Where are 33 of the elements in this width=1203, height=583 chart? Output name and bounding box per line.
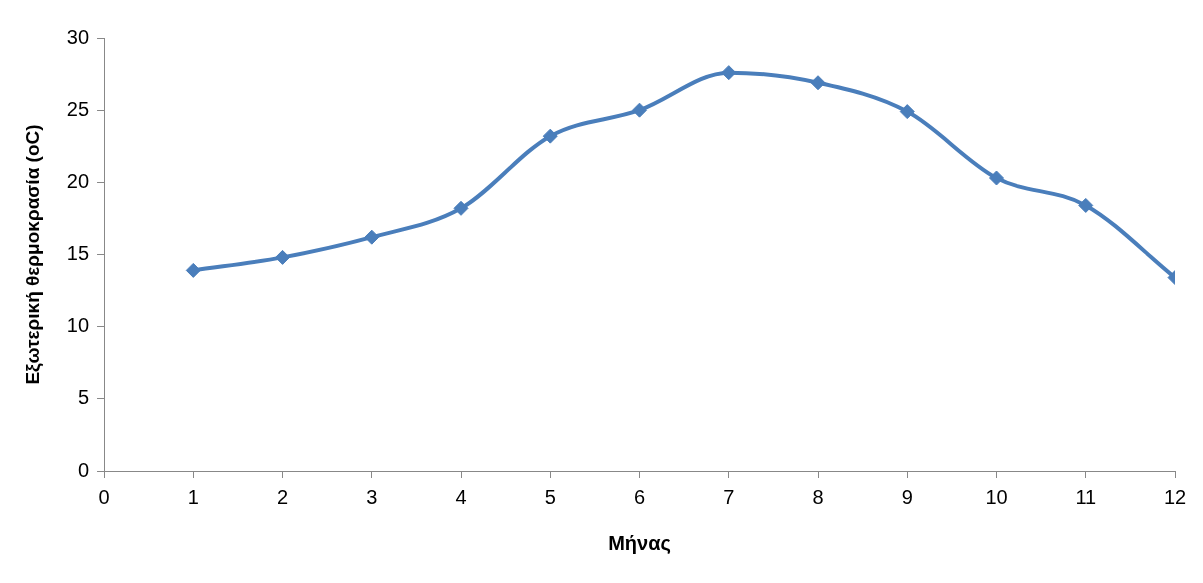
x-tick-label: 4: [455, 485, 467, 508]
y-tick-label: 0: [77, 458, 90, 481]
x-tick-label: 9: [901, 485, 913, 508]
x-tick-label: 11: [1075, 485, 1097, 508]
point: [453, 200, 469, 216]
y-tick-label: 15: [66, 242, 90, 265]
x-tick-label: 1: [187, 485, 199, 508]
y-tick-label: 10: [66, 314, 90, 337]
y-tick-label: 20: [66, 169, 90, 192]
point: [721, 65, 737, 81]
point: [275, 249, 291, 265]
x-tick-label: 8: [812, 485, 824, 508]
point: [989, 170, 1005, 186]
point: [810, 75, 826, 91]
point: [542, 128, 558, 144]
point: [1078, 197, 1094, 213]
x-tick-label: 10: [985, 485, 1008, 508]
x-tick-label: 0: [98, 485, 110, 508]
y-axis-title: Εξωτερική θερμοκρασία (oC): [21, 124, 44, 385]
x-tick-label: 12: [1163, 485, 1187, 508]
x-axis-title: Μήνας: [608, 531, 671, 554]
point: [899, 104, 915, 120]
y-tick-label: 30: [66, 25, 90, 48]
x-tick-label: 6: [633, 485, 646, 508]
y-tick-label: 25: [66, 97, 90, 120]
x-tick-label: 7: [723, 485, 735, 508]
point: [632, 102, 648, 118]
point: [364, 229, 380, 245]
point: [185, 262, 201, 278]
x-tick-label: 2: [276, 485, 289, 508]
y-tick-label: 5: [77, 386, 90, 409]
x-tick-label: 3: [366, 485, 378, 508]
x-tick-label: 5: [544, 485, 556, 508]
